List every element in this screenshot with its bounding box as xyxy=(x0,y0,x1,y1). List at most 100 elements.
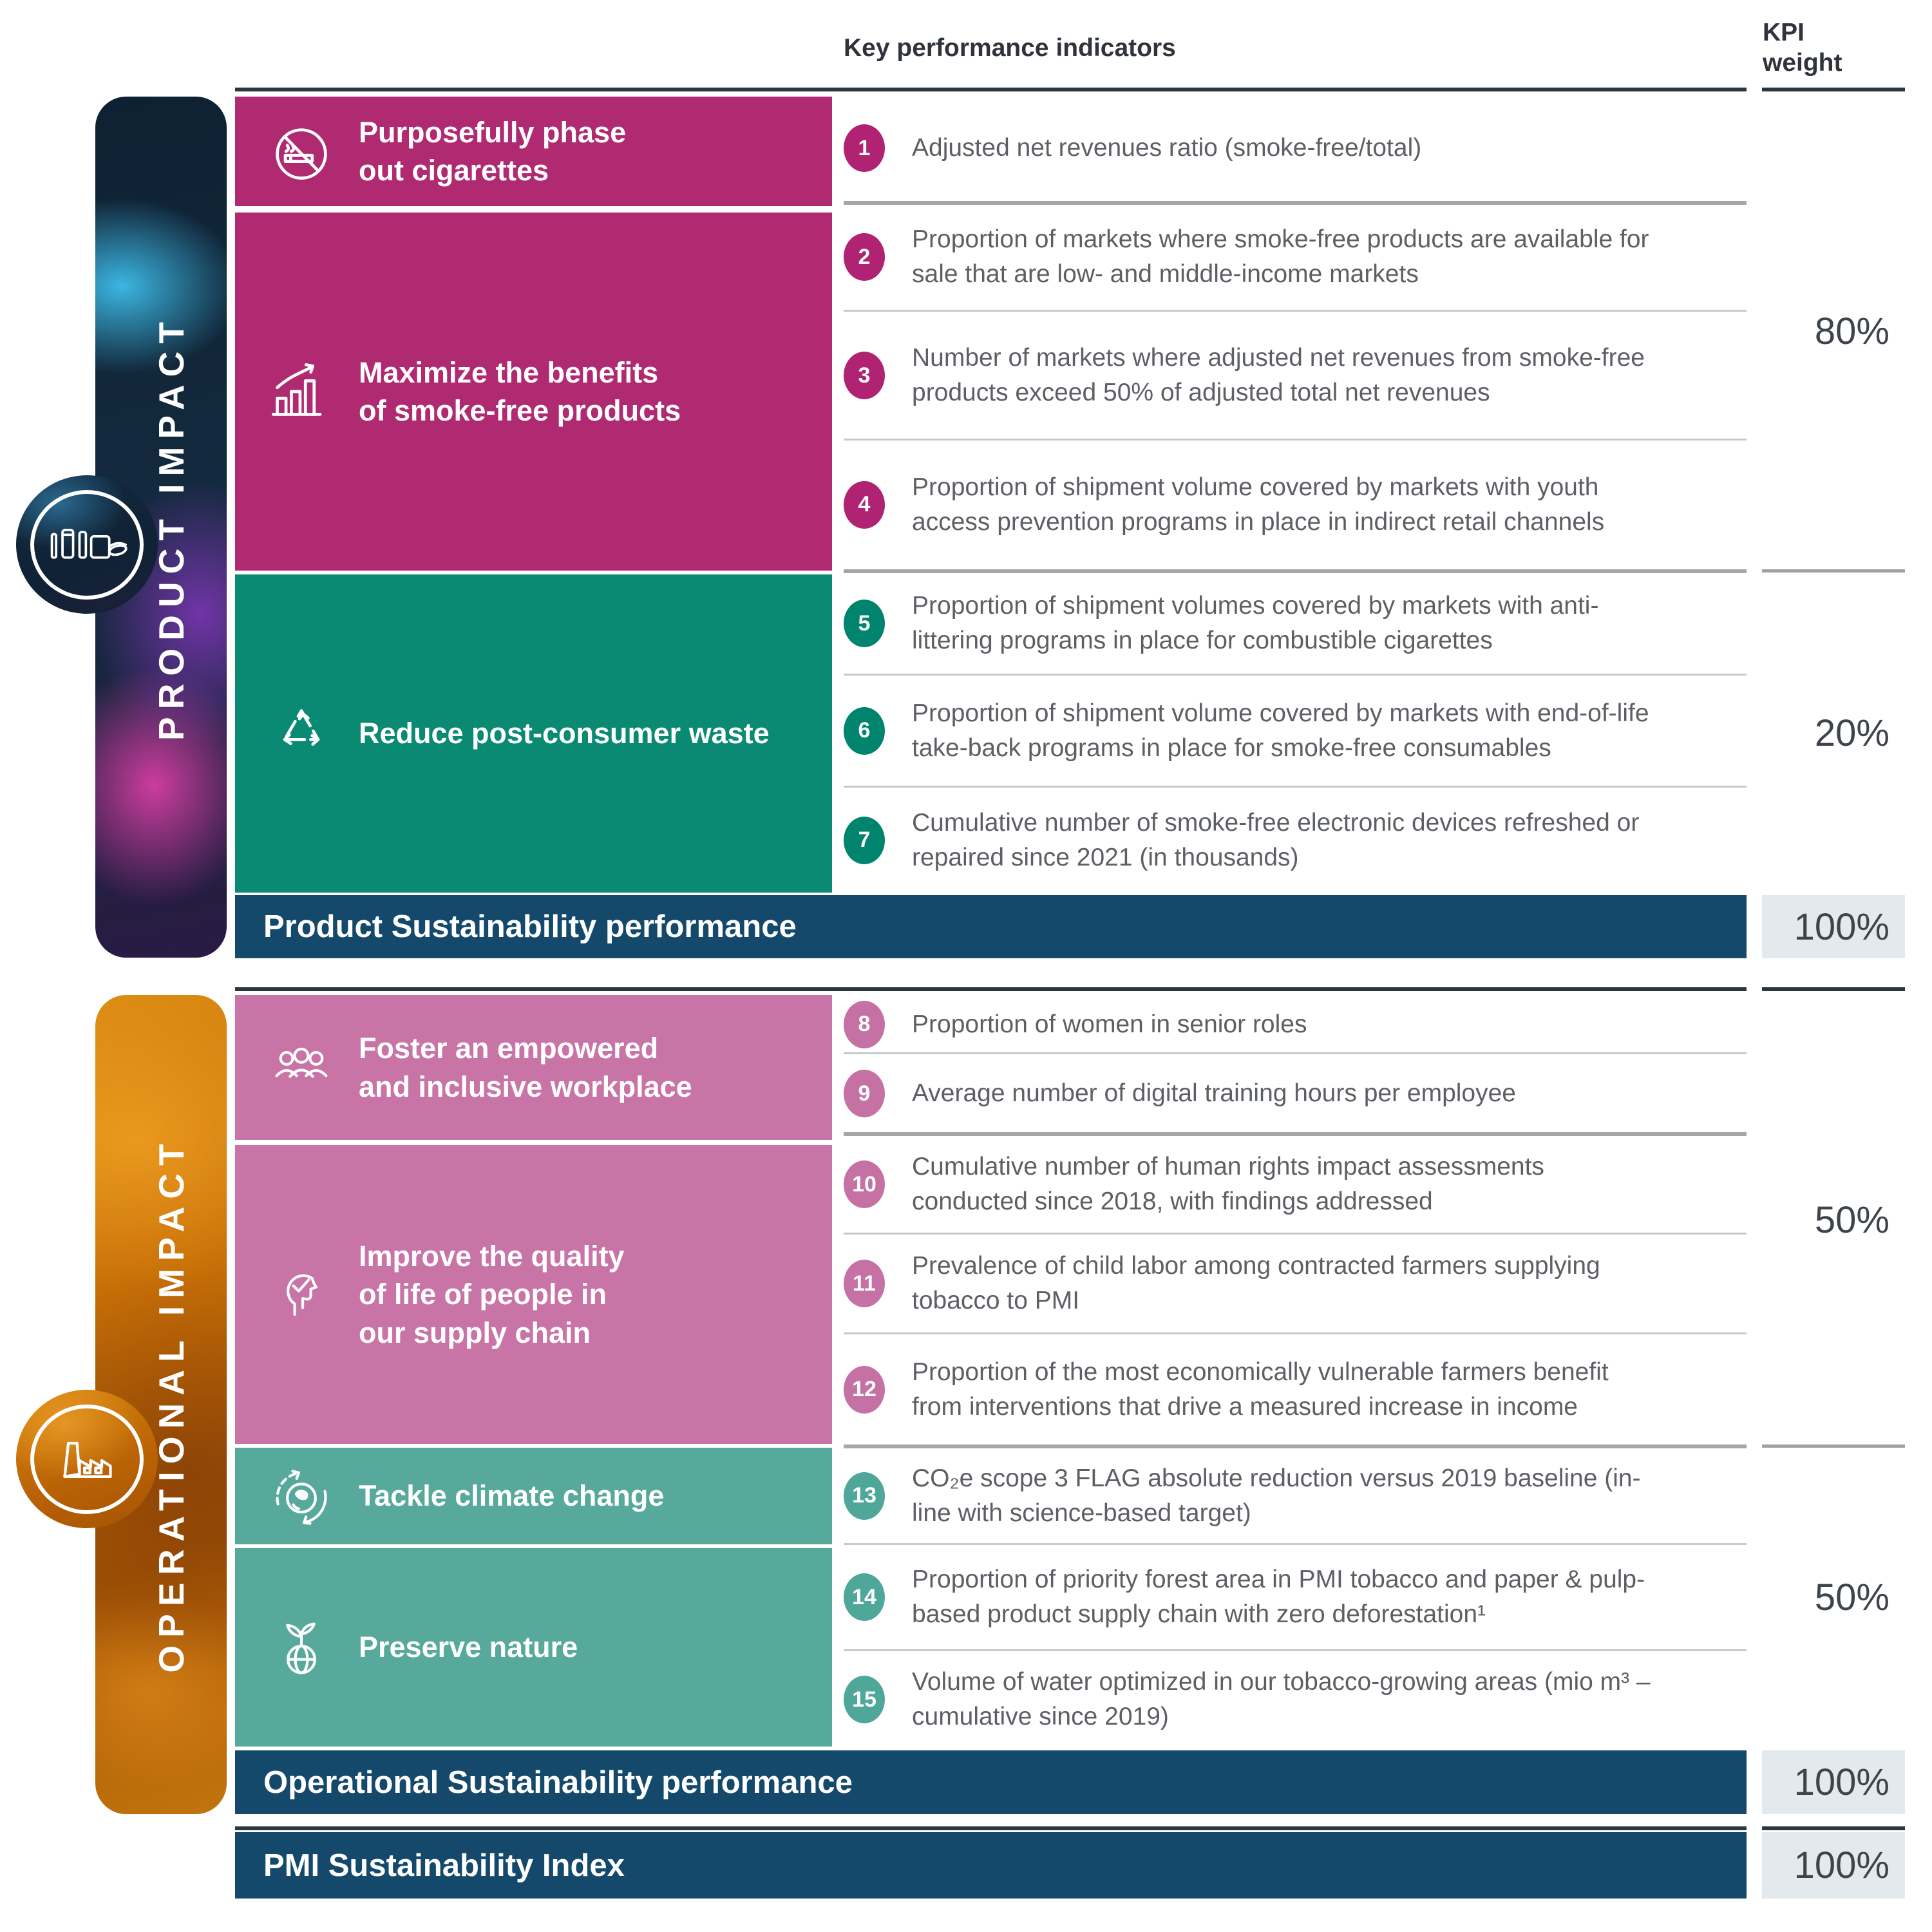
weight-operational-summary: 100% xyxy=(1762,1750,1905,1814)
no-smoking-icon xyxy=(264,118,338,185)
row-separator xyxy=(844,310,1747,312)
goal-label: Purposefully phase out cigarettes xyxy=(359,115,627,187)
weight-product-summary: 100% xyxy=(1762,895,1905,958)
goal-reduce-post-consumer-waste: Reduce post-consumer waste xyxy=(235,574,832,893)
goal-label: Maximize the benefits of smoke-free prod… xyxy=(359,355,681,427)
section-divider-main xyxy=(235,987,1747,991)
kpi-number-badge: 5 xyxy=(844,600,885,647)
kpi-number-badge: 13 xyxy=(844,1472,885,1520)
kpi-text: CO₂e scope 3 FLAG absolute reduction ver… xyxy=(912,1464,1641,1527)
product-impact-badge xyxy=(16,475,158,614)
row-separator xyxy=(844,569,1747,573)
product-sustainability-performance-label: Product Sustainability performance xyxy=(263,909,797,944)
weight-separator xyxy=(1762,569,1905,573)
pmi-sustainability-index-bar: PMI Sustainability Index xyxy=(235,1832,1747,1899)
header-rule-main xyxy=(235,88,1747,91)
goal-improve-quality-of-life-supply-chain: Improve the quality of life of people in… xyxy=(235,1145,832,1444)
kpi-row-8: 8 Proportion of women in senior roles xyxy=(844,995,1747,1054)
pmi-row-divider-main xyxy=(235,1826,1747,1830)
goal-label: Tackle climate change xyxy=(359,1479,665,1513)
row-separator xyxy=(844,674,1747,676)
factory-icon xyxy=(30,1404,144,1514)
goal-maximize-benefits-smoke-free: Maximize the benefits of smoke-free prod… xyxy=(235,213,832,571)
row-separator xyxy=(844,201,1747,205)
kpi-text: Proportion of shipment volumes covered b… xyxy=(912,592,1599,654)
kpi-row-1: 1 Adjusted net revenues ratio (smoke-fre… xyxy=(844,93,1747,203)
goal-label: Reduce post-consumer waste xyxy=(359,717,770,750)
kpi-number-badge: 9 xyxy=(844,1070,885,1117)
kpi-number-badge: 12 xyxy=(844,1365,885,1414)
kpi-number-badge: 15 xyxy=(844,1676,885,1723)
kpi-text: Proportion of shipment volume covered by… xyxy=(912,473,1605,536)
kpi-text: Proportion of priority forest area in PM… xyxy=(912,1566,1645,1628)
kpi-text: Proportion of women in senior roles xyxy=(912,1010,1307,1038)
product-sustainability-performance-bar: Product Sustainability performance xyxy=(235,895,1747,958)
row-separator xyxy=(844,1332,1747,1334)
smoke-free-devices-icon xyxy=(30,489,144,600)
recycle-icon xyxy=(264,700,338,767)
bar-chart-icon xyxy=(264,358,338,425)
goal-foster-empowered-workplace: Foster an empowered and inclusive workpl… xyxy=(235,995,832,1140)
kpi-text: Proportion of markets where smoke-free p… xyxy=(912,225,1649,288)
row-separator xyxy=(844,1052,1747,1054)
people-icon xyxy=(264,1034,338,1101)
plant-globe-icon xyxy=(264,1614,338,1681)
kpi-number-badge: 2 xyxy=(844,233,885,281)
kpi-row-15: 15 Volume of water optimized in our toba… xyxy=(844,1651,1747,1748)
weight-product-group-1: 80% xyxy=(1814,310,1889,352)
goal-label: Preserve nature xyxy=(359,1631,578,1664)
goal-preserve-nature: Preserve nature xyxy=(235,1548,832,1747)
row-separator xyxy=(844,1649,1747,1651)
kpi-row-2: 2 Proportion of markets where smoke-free… xyxy=(844,203,1747,311)
row-separator xyxy=(844,1543,1747,1545)
head-check-icon xyxy=(264,1261,338,1328)
kpi-text: Average number of digital training hours… xyxy=(912,1079,1516,1108)
goal-label: Foster an empowered and inclusive workpl… xyxy=(359,1032,692,1103)
kpi-number-badge: 3 xyxy=(844,352,885,399)
kpi-weight-column-header: KPI weight xyxy=(1763,19,1842,77)
kpi-text: Proportion of the most economically vuln… xyxy=(912,1358,1609,1421)
kpi-number-badge: 6 xyxy=(844,706,885,755)
kpi-row-10: 10 Cumulative number of human rights imp… xyxy=(844,1136,1747,1233)
kpi-number-badge: 8 xyxy=(844,1000,885,1048)
weight-operational-group-2: 50% xyxy=(1814,1577,1889,1618)
weight-product-group-2: 20% xyxy=(1814,712,1889,754)
kpi-row-5: 5 Proportion of shipment volumes covered… xyxy=(844,573,1747,674)
kpi-row-9: 9 Average number of digital training hou… xyxy=(844,1054,1747,1133)
weight-separator xyxy=(1762,1444,1905,1448)
kpi-number-badge: 7 xyxy=(844,816,885,864)
kpi-number-badge: 11 xyxy=(844,1260,885,1307)
kpi-row-13: 13 CO₂e scope 3 FLAG absolute reduction … xyxy=(844,1448,1747,1543)
kpi-row-14: 14 Proportion of priority forest area in… xyxy=(844,1545,1747,1649)
kpi-text: Cumulative number of smoke-free electron… xyxy=(912,808,1640,871)
weight-operational-group-1: 50% xyxy=(1814,1198,1889,1241)
row-separator xyxy=(844,1132,1747,1136)
goal-purposefully-phase-out-cigarettes: Purposefully phase out cigarettes xyxy=(235,97,832,206)
weight-pmi-index: 100% xyxy=(1762,1832,1905,1899)
header-rule-weight xyxy=(1762,88,1905,91)
kpi-text: Volume of water optimized in our tobacco… xyxy=(912,1668,1651,1730)
kpi-row-11: 11 Prevalence of child labor among contr… xyxy=(844,1235,1747,1332)
operational-impact-badge xyxy=(16,1390,158,1528)
pmi-row-divider-weight xyxy=(1762,1826,1905,1830)
kpi-row-4: 4 Proportion of shipment volume covered … xyxy=(844,440,1747,569)
row-separator xyxy=(844,439,1747,440)
kpi-text: Cumulative number of human rights impact… xyxy=(912,1153,1544,1215)
operational-sustainability-performance-label: Operational Sustainability performance xyxy=(263,1765,853,1800)
kpi-column-header: Key performance indicators xyxy=(844,34,1176,62)
operational-impact-sidebar-label: OPERATIONAL IMPACT xyxy=(151,1136,191,1673)
kpi-number-badge: 10 xyxy=(844,1160,885,1208)
kpi-text: Adjusted net revenues ratio (smoke-free/… xyxy=(912,134,1422,162)
kpi-row-6: 6 Proportion of shipment volume covered … xyxy=(844,676,1747,786)
row-separator xyxy=(844,1233,1747,1235)
globe-arrows-icon xyxy=(264,1463,338,1530)
kpi-text: Proportion of shipment volume covered by… xyxy=(912,699,1649,762)
kpi-number-badge: 1 xyxy=(844,124,885,172)
kpi-number-badge: 4 xyxy=(844,480,885,529)
product-impact-sidebar-label: PRODUCT IMPACT xyxy=(151,314,191,741)
kpi-text: Prevalence of child labor among contract… xyxy=(912,1252,1600,1314)
kpi-row-3: 3 Number of markets where adjusted net r… xyxy=(844,311,1747,440)
row-separator xyxy=(844,1444,1747,1448)
section-divider-weight xyxy=(1762,987,1905,991)
